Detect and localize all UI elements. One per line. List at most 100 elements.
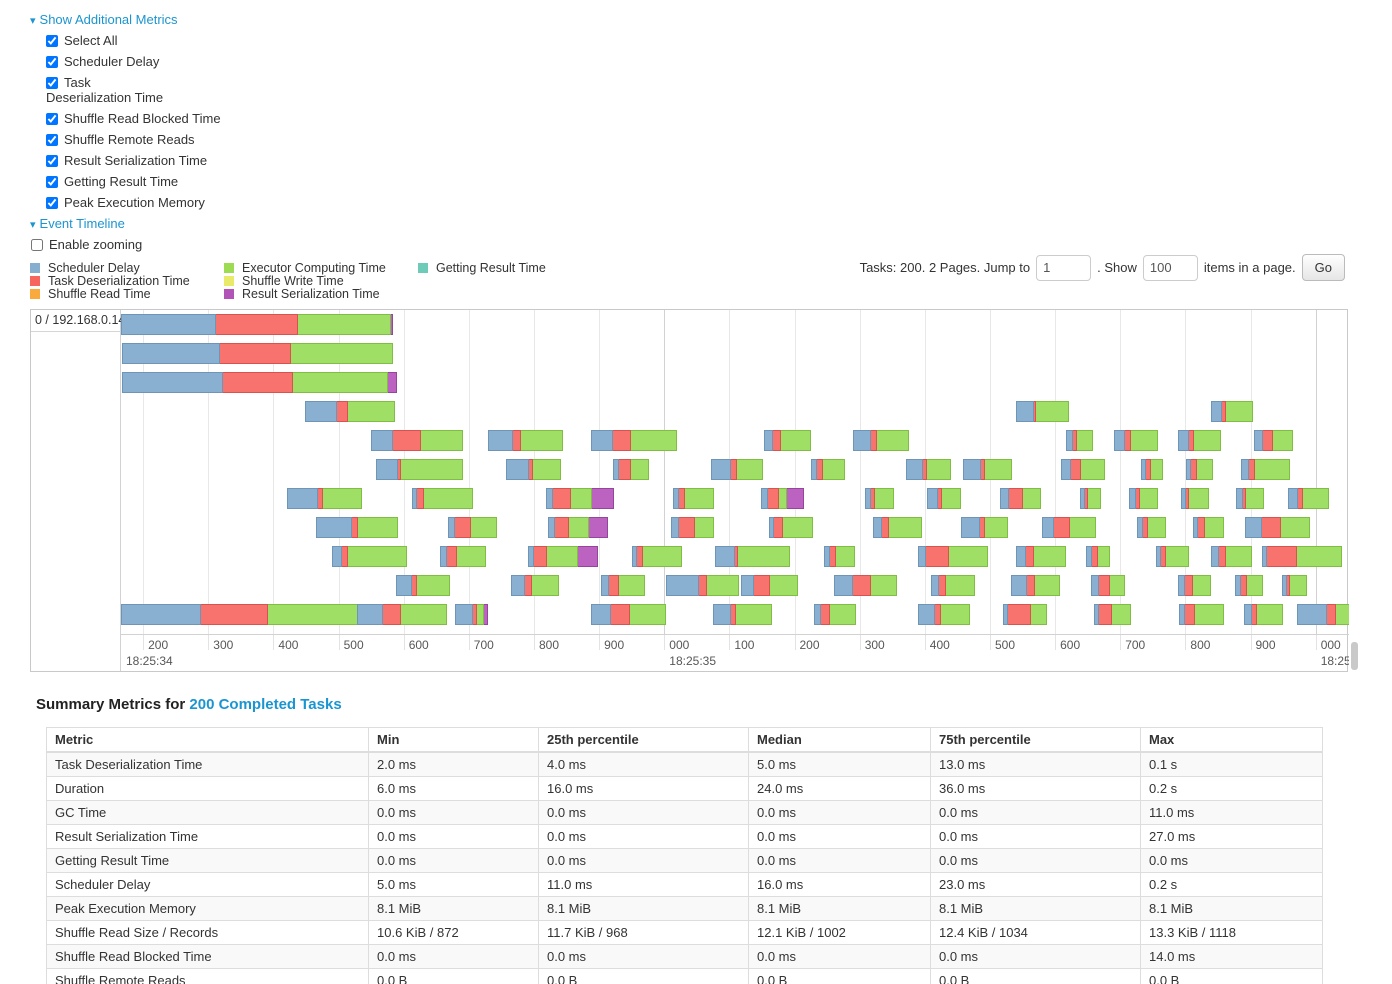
- task-bar[interactable]: [1297, 604, 1349, 625]
- task-bar[interactable]: [1016, 546, 1067, 567]
- task-bar[interactable]: [1180, 488, 1209, 509]
- metric-checkbox[interactable]: [46, 35, 58, 47]
- task-bar[interactable]: [1244, 604, 1284, 625]
- task-bar[interactable]: [1186, 459, 1213, 480]
- metric-checkbox[interactable]: [46, 197, 58, 209]
- task-bar[interactable]: [1178, 604, 1225, 625]
- task-bar[interactable]: [1113, 430, 1159, 451]
- task-bar[interactable]: [1090, 575, 1125, 596]
- task-bar[interactable]: [1236, 488, 1265, 509]
- task-bar[interactable]: [612, 459, 650, 480]
- task-bar[interactable]: [395, 575, 450, 596]
- task-bar[interactable]: [963, 459, 1012, 480]
- task-bar[interactable]: [1010, 575, 1060, 596]
- task-bar[interactable]: [741, 575, 798, 596]
- task-bar[interactable]: [1136, 517, 1167, 538]
- items-per-page-input[interactable]: [1142, 254, 1198, 281]
- task-bar[interactable]: [1234, 575, 1263, 596]
- task-bar[interactable]: [1177, 575, 1212, 596]
- task-bar[interactable]: [1178, 430, 1221, 451]
- show-additional-metrics-toggle[interactable]: ▾ Show Additional Metrics: [30, 12, 1392, 27]
- task-bar[interactable]: [1066, 430, 1093, 451]
- metric-checkbox-item[interactable]: Getting Result Time: [46, 174, 1392, 189]
- metric-checkbox[interactable]: [46, 134, 58, 146]
- task-bar[interactable]: [1086, 546, 1110, 567]
- metric-checkbox-item[interactable]: Shuffle Remote Reads: [46, 132, 1392, 147]
- metric-checkbox-item[interactable]: Peak Execution Memory: [46, 195, 1392, 210]
- metric-checkbox-item[interactable]: Task Deserialization Time: [46, 75, 176, 105]
- jump-to-page-input[interactable]: [1036, 254, 1092, 281]
- task-bar[interactable]: [927, 488, 962, 509]
- metric-checkbox[interactable]: [46, 113, 58, 125]
- metric-checkbox[interactable]: [46, 77, 58, 89]
- task-bar[interactable]: [548, 517, 609, 538]
- task-bar[interactable]: [768, 517, 813, 538]
- task-bar[interactable]: [713, 604, 773, 625]
- task-bar[interactable]: [666, 575, 740, 596]
- task-bar[interactable]: [1061, 459, 1106, 480]
- task-bar[interactable]: [1016, 401, 1069, 422]
- task-bar[interactable]: [1211, 546, 1252, 567]
- task-bar[interactable]: [1000, 488, 1042, 509]
- task-bar[interactable]: [931, 575, 975, 596]
- task-bar[interactable]: [1281, 575, 1307, 596]
- task-bar[interactable]: [454, 604, 488, 625]
- metric-checkbox[interactable]: [46, 155, 58, 167]
- task-bar[interactable]: [121, 314, 394, 335]
- task-bar[interactable]: [371, 430, 463, 451]
- task-bar[interactable]: [1262, 546, 1343, 567]
- task-bar[interactable]: [315, 517, 399, 538]
- metric-checkbox-item[interactable]: Select All: [46, 33, 1392, 48]
- task-bar[interactable]: [591, 604, 667, 625]
- task-bar[interactable]: [918, 604, 971, 625]
- task-bar[interactable]: [511, 575, 560, 596]
- task-bar[interactable]: [711, 459, 764, 480]
- task-bar[interactable]: [506, 459, 562, 480]
- completed-tasks-link[interactable]: 200 Completed Tasks: [189, 696, 342, 713]
- task-bar[interactable]: [833, 575, 898, 596]
- metric-checkbox-item[interactable]: Shuffle Read Blocked Time: [46, 111, 1392, 126]
- task-bar[interactable]: [918, 546, 988, 567]
- task-bar[interactable]: [1003, 604, 1048, 625]
- task-bar[interactable]: [545, 488, 614, 509]
- task-bar[interactable]: [1193, 517, 1225, 538]
- task-bar[interactable]: [631, 546, 683, 567]
- task-bar[interactable]: [1128, 488, 1158, 509]
- task-bar[interactable]: [1079, 488, 1102, 509]
- task-bar[interactable]: [1042, 517, 1097, 538]
- metric-checkbox[interactable]: [46, 176, 58, 188]
- task-bar[interactable]: [590, 430, 678, 451]
- task-bar[interactable]: [487, 430, 563, 451]
- task-bar[interactable]: [715, 546, 790, 567]
- task-bar[interactable]: [356, 604, 447, 625]
- task-bar[interactable]: [439, 546, 487, 567]
- task-bar[interactable]: [412, 488, 473, 509]
- task-bar[interactable]: [1210, 401, 1254, 422]
- task-bar[interactable]: [122, 343, 394, 364]
- task-bar[interactable]: [810, 459, 846, 480]
- task-bar[interactable]: [121, 604, 371, 625]
- task-bar[interactable]: [122, 372, 398, 393]
- task-bar[interactable]: [670, 517, 715, 538]
- task-bar[interactable]: [332, 546, 407, 567]
- task-bar[interactable]: [601, 575, 645, 596]
- task-bar[interactable]: [1156, 546, 1190, 567]
- task-bar[interactable]: [672, 488, 715, 509]
- task-bar[interactable]: [960, 517, 1009, 538]
- task-bar[interactable]: [286, 488, 363, 509]
- metric-checkbox-item[interactable]: Result Serialization Time: [46, 153, 1392, 168]
- task-bar[interactable]: [864, 488, 895, 509]
- task-bar[interactable]: [763, 430, 811, 451]
- metric-checkbox[interactable]: [46, 56, 58, 68]
- task-bar[interactable]: [823, 546, 856, 567]
- task-bar[interactable]: [1288, 488, 1330, 509]
- task-bar[interactable]: [375, 459, 463, 480]
- enable-zooming-checkbox-label[interactable]: Enable zooming: [31, 237, 142, 252]
- task-bar[interactable]: [853, 430, 910, 451]
- go-button[interactable]: Go: [1301, 254, 1345, 281]
- task-bar[interactable]: [1240, 459, 1291, 480]
- task-bar[interactable]: [527, 546, 598, 567]
- timeline-scrollbar[interactable]: [1351, 642, 1358, 670]
- event-timeline-toggle[interactable]: ▾ Event Timeline: [30, 216, 1392, 231]
- task-bar[interactable]: [905, 459, 951, 480]
